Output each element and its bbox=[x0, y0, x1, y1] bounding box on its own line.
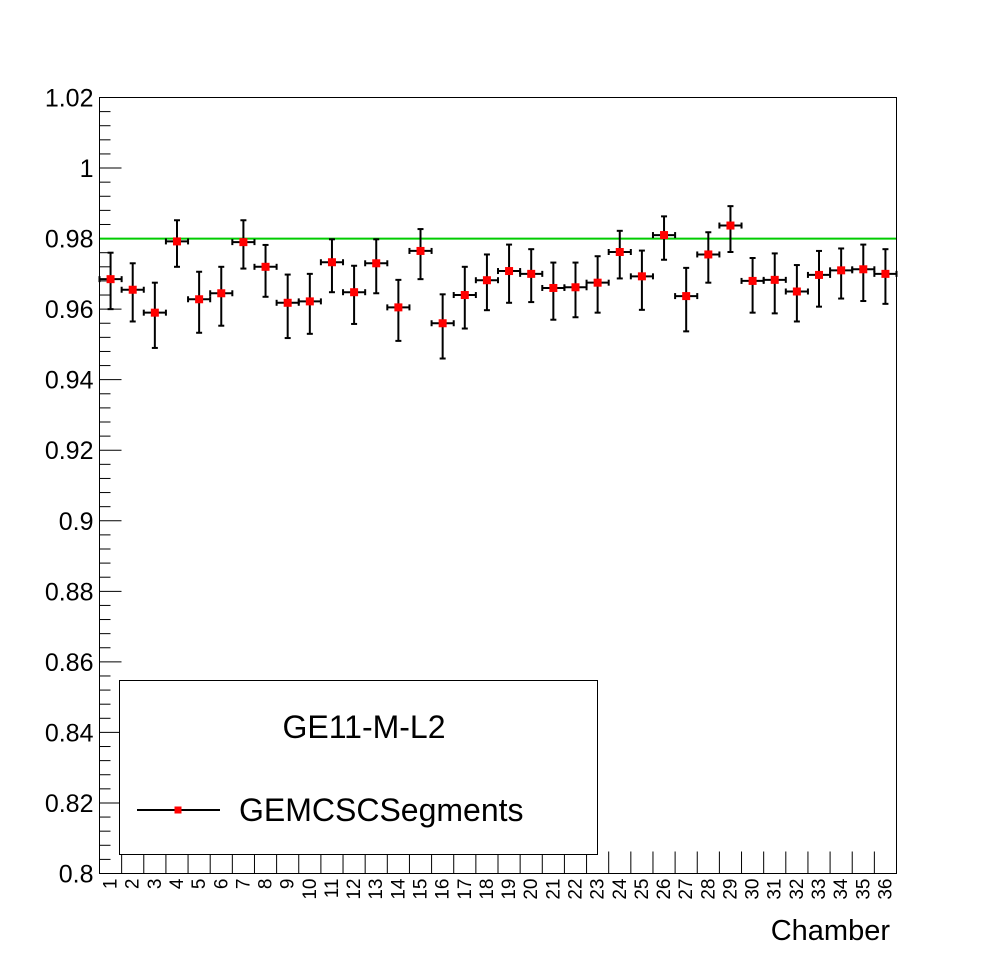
data-point bbox=[460, 291, 469, 300]
y-tick-label: 1.02 bbox=[45, 85, 94, 113]
x-tick-label: 17 bbox=[455, 879, 476, 900]
x-ticks bbox=[99, 851, 897, 874]
data-point bbox=[128, 285, 137, 294]
x-tick-label: 34 bbox=[831, 878, 852, 900]
data-point bbox=[150, 308, 159, 317]
y-tick-label: 0.8 bbox=[59, 861, 94, 889]
x-tick-label: 30 bbox=[743, 879, 764, 900]
x-tick-label: 24 bbox=[610, 878, 631, 900]
legend-entry-label: GEMCSCSegments bbox=[239, 792, 524, 828]
data-point bbox=[527, 269, 536, 278]
x-tick-label: 28 bbox=[698, 879, 719, 900]
y-tick-label: 0.9 bbox=[59, 508, 94, 536]
x-tick-label: 26 bbox=[654, 879, 675, 900]
data-point bbox=[571, 283, 580, 292]
x-tick-label: 5 bbox=[189, 879, 210, 890]
x-tick-label: 15 bbox=[411, 879, 432, 900]
x-tick-label: 21 bbox=[543, 879, 564, 900]
legend-header: GE11-M-L2 bbox=[282, 709, 445, 745]
x-tick-label: 12 bbox=[344, 879, 365, 900]
y-tick-label: 0.96 bbox=[45, 296, 94, 324]
x-tick-label: 20 bbox=[521, 879, 542, 900]
data-point bbox=[881, 269, 890, 278]
x-tick-label: 4 bbox=[167, 878, 188, 889]
legend: GE11-M-L2 GEMCSCSegments bbox=[119, 680, 598, 855]
data-point bbox=[682, 292, 691, 301]
x-tick-label: 11 bbox=[322, 879, 343, 899]
y-minor-ticks bbox=[99, 97, 122, 874]
data-point bbox=[660, 231, 669, 240]
y-tick-label: 0.92 bbox=[45, 437, 94, 465]
x-tick-label: 36 bbox=[875, 879, 896, 900]
y-tick-label: 0.84 bbox=[45, 719, 94, 747]
data-point bbox=[438, 319, 447, 328]
data-point bbox=[283, 298, 292, 307]
x-tick-label: 1 bbox=[101, 879, 122, 890]
x-tick-label: 35 bbox=[853, 879, 874, 900]
y-tick-label: 0.88 bbox=[45, 578, 94, 606]
data-point bbox=[593, 278, 602, 287]
data-point bbox=[792, 287, 801, 296]
x-tick-label: 23 bbox=[588, 879, 609, 900]
data-point bbox=[327, 258, 336, 267]
x-tick-label: 32 bbox=[787, 879, 808, 900]
x-tick-label: 8 bbox=[256, 879, 277, 890]
data-point bbox=[239, 238, 248, 247]
x-axis-title: Chamber bbox=[771, 915, 891, 947]
x-tick-label: 29 bbox=[720, 879, 741, 900]
data-point bbox=[172, 237, 181, 246]
data-point bbox=[704, 250, 713, 259]
data-point bbox=[372, 259, 381, 268]
x-tick-label: 27 bbox=[676, 879, 697, 900]
data-point bbox=[837, 266, 846, 275]
data-point bbox=[505, 267, 514, 276]
x-tick-label: 31 bbox=[765, 879, 786, 900]
data-point bbox=[394, 303, 403, 312]
data-point bbox=[305, 297, 314, 306]
x-tick-label: 9 bbox=[278, 879, 299, 890]
x-tick-label: 14 bbox=[388, 878, 409, 900]
x-tick-label: 18 bbox=[477, 879, 498, 900]
data-point bbox=[549, 283, 558, 292]
data-point bbox=[217, 289, 226, 298]
data-point bbox=[350, 288, 359, 297]
y-tick-label: 1 bbox=[80, 155, 94, 183]
data-point bbox=[416, 246, 425, 255]
x-tick-label: 6 bbox=[211, 879, 232, 890]
x-tick-label: 22 bbox=[565, 879, 586, 900]
data-markers bbox=[106, 221, 890, 328]
x-tick-label: 2 bbox=[123, 879, 144, 890]
data-point bbox=[770, 275, 779, 284]
data-point bbox=[859, 265, 868, 274]
data-point bbox=[637, 272, 646, 281]
y-tick-label: 0.86 bbox=[45, 649, 94, 677]
x-tick-label: 19 bbox=[499, 879, 520, 900]
legend-box bbox=[119, 680, 598, 855]
x-tick-label: 7 bbox=[233, 879, 254, 890]
data-point bbox=[106, 275, 115, 284]
x-tick-label: 10 bbox=[300, 879, 321, 900]
x-tick-labels: 1 2 3 4 5 6 7 8 9 10 11 12 13 14 15 16 17 18 19 20 21 22 23 24 2… bbox=[101, 878, 897, 900]
y-tick-labels: 0.8 0.82 0.84 0.86 0.88 0.9 0.92 0.94 0.96 0.98 1 1… bbox=[45, 85, 94, 889]
plot-frame bbox=[99, 97, 897, 874]
data-point bbox=[482, 276, 491, 285]
x-tick-label: 13 bbox=[366, 879, 387, 900]
data-point bbox=[261, 262, 270, 271]
x-tick-label: 3 bbox=[145, 879, 166, 890]
x-tick-label: 33 bbox=[809, 879, 830, 900]
legend-marker-square bbox=[174, 806, 182, 814]
y-tick-label: 0.82 bbox=[45, 790, 94, 818]
x-tick-label: 25 bbox=[632, 879, 653, 900]
data-point bbox=[615, 247, 624, 256]
data-point bbox=[726, 221, 735, 230]
x-tick-label: 16 bbox=[433, 879, 454, 900]
data-point bbox=[748, 276, 757, 285]
y-tick-label: 0.98 bbox=[45, 226, 94, 254]
data-point bbox=[195, 295, 204, 304]
y-tick-label: 0.94 bbox=[45, 367, 94, 395]
data-point bbox=[815, 270, 824, 279]
